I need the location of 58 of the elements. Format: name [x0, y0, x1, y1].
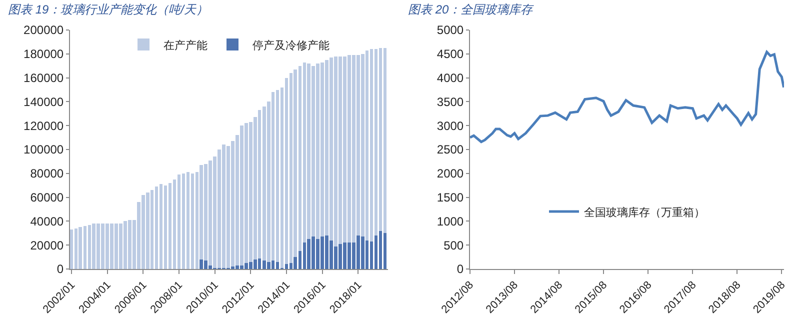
bar [74, 228, 78, 269]
y-tick-label: 200000 [24, 23, 64, 38]
y-tick-label: 100000 [24, 142, 64, 157]
bar [360, 236, 364, 269]
bar [154, 186, 158, 269]
y-tick-label: 120000 [24, 118, 64, 133]
bar [360, 54, 364, 237]
bar [88, 224, 92, 269]
bar [159, 184, 163, 269]
y-tick-label: 2500 [436, 142, 464, 157]
bar [378, 230, 382, 269]
bar [383, 48, 387, 234]
line-series [470, 50, 784, 144]
bar [253, 259, 257, 269]
y-tick-label: 3000 [436, 118, 464, 133]
y-tick-label: 4500 [436, 47, 464, 62]
bar [383, 233, 387, 269]
bar [168, 182, 172, 269]
bar [271, 92, 275, 261]
y-tick-label: 60000 [30, 190, 64, 204]
bar [365, 240, 369, 269]
bar [370, 49, 374, 242]
y-tick-label: 20000 [30, 238, 64, 252]
y-tick-label: 140000 [24, 94, 64, 109]
y-tick-label: 180000 [24, 47, 64, 62]
y-tick-label: 40000 [30, 214, 64, 228]
y-tick-label: 2000 [436, 166, 464, 181]
bar [302, 242, 306, 269]
bar [146, 192, 150, 269]
bar [284, 264, 288, 269]
bar [70, 230, 74, 269]
bar [190, 173, 194, 269]
bar [365, 50, 369, 240]
bar [266, 262, 270, 269]
y-tick-label: 80000 [30, 166, 64, 181]
y-tick-label: 5000 [436, 23, 464, 38]
bar [177, 174, 181, 269]
bar [182, 173, 186, 269]
bar [78, 227, 82, 269]
chart-title: 图表 19：玻璃行业产能变化（吨/天） [8, 2, 208, 16]
bar [164, 185, 168, 269]
y-tick-label: 0 [456, 262, 464, 276]
y-tick-label: 160000 [24, 71, 64, 85]
y-tick-label: 1000 [436, 214, 464, 228]
legend-label: 停产及冷修产能 [252, 38, 330, 52]
bar [150, 190, 154, 269]
bar [271, 260, 275, 269]
y-tick-label: 0 [56, 262, 64, 276]
y-tick-label: 3500 [436, 94, 464, 109]
y-tick-label: 1500 [436, 190, 464, 204]
bar [186, 172, 190, 269]
legend-label: 全国玻璃库存（万重箱） [584, 206, 705, 219]
legend-label: 在产产能 [164, 38, 208, 52]
y-tick-label: 500 [444, 238, 464, 252]
bar [289, 73, 293, 264]
chart-title: 图表 20：全国玻璃库存 [408, 2, 535, 16]
bar [200, 259, 204, 269]
y-tick-label: 4000 [436, 71, 464, 85]
